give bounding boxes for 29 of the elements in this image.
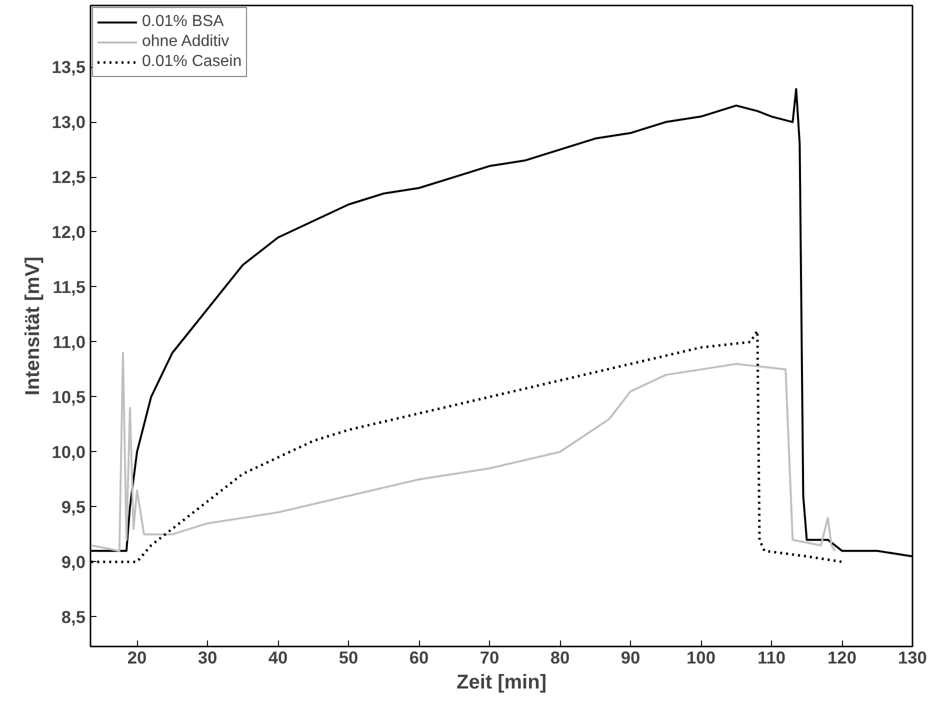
y-tick-label: 9,5: [61, 496, 86, 517]
y-tick-label: 9,0: [61, 552, 86, 572]
y-tick-label: 12,0: [52, 222, 86, 242]
x-tick-label: 120: [828, 648, 856, 668]
legend-label: ohne Additiv: [142, 33, 230, 51]
x-tick-label: 60: [409, 648, 429, 668]
y-tick-label: 8,5: [61, 606, 86, 627]
y-tick-label: 13,0: [52, 112, 86, 132]
x-tick-label: 50: [338, 648, 358, 668]
x-tick-label: 130: [898, 648, 927, 668]
y-tick-label: 10,0: [52, 442, 86, 462]
x-tick-label: 90: [620, 648, 640, 668]
x-tick-label: 20: [127, 648, 147, 668]
x-tick-label: 100: [686, 648, 716, 668]
y-tick-label: 12,5: [52, 167, 86, 188]
y-tick-label: 13,5: [52, 57, 86, 78]
x-tick-label: 30: [198, 648, 218, 668]
x-axis-title: Zeit [min]: [456, 672, 547, 694]
y-tick-label: 11,0: [52, 332, 86, 352]
y-tick-label: 11,5: [52, 276, 86, 297]
line-series: [90, 352, 836, 552]
legend-label: 0.01% Casein: [142, 53, 242, 71]
x-tick-label: 70: [480, 648, 500, 668]
x-tick-label: 80: [550, 648, 570, 668]
legend-label: 0.01% BSA: [142, 13, 224, 31]
y-tick-label: 10,5: [52, 386, 86, 407]
x-tick-label: 110: [758, 648, 786, 668]
y-axis-title: Intensität [mV]: [22, 256, 44, 396]
x-tick-label: 40: [268, 648, 288, 668]
